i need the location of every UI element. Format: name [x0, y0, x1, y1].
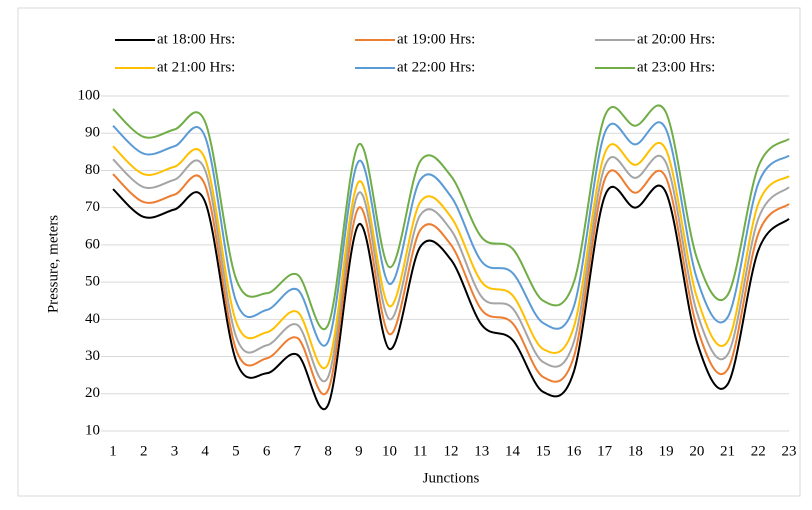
- y-tick-label: 50: [85, 274, 100, 290]
- y-tick-label: 80: [85, 162, 100, 178]
- data-line: [112, 121, 790, 347]
- y-tick-label: 40: [85, 311, 100, 327]
- x-tick-label: 5: [232, 443, 240, 459]
- y-tick-label: 70: [85, 199, 100, 215]
- data-line: [112, 154, 790, 382]
- data-line: [112, 184, 790, 410]
- x-tick-label: 16: [566, 443, 582, 459]
- x-tick-label: 18: [628, 443, 643, 459]
- x-tick-label: 20: [689, 443, 704, 459]
- x-tick-label: 10: [382, 443, 397, 459]
- data-line: [112, 104, 790, 330]
- data-line: [112, 169, 790, 395]
- x-tick-label: 4: [201, 443, 209, 459]
- y-axis-label: Pressure, meters: [45, 215, 61, 313]
- y-tick-label: 90: [85, 125, 100, 141]
- y-tick-label: 20: [85, 385, 100, 401]
- legend-label: at 23:00 Hrs:: [637, 59, 715, 75]
- x-tick-label: 22: [751, 443, 766, 459]
- x-axis-label: Junctions: [423, 470, 480, 486]
- legend-label: at 22:00 Hrs:: [397, 59, 475, 75]
- x-tick-label: 19: [659, 443, 674, 459]
- x-tick-label: 2: [140, 443, 148, 459]
- x-tick-label: 9: [355, 443, 363, 459]
- x-tick-label: 7: [294, 443, 302, 459]
- x-tick-label: 17: [597, 443, 613, 459]
- x-tick-label: 11: [413, 443, 427, 459]
- x-tick-label: 6: [263, 443, 271, 459]
- x-tick-label: 13: [474, 443, 489, 459]
- x-tick-label: 21: [720, 443, 735, 459]
- data-line: [112, 141, 790, 369]
- x-tick-label: 1: [109, 443, 117, 459]
- x-tick-label: 15: [536, 443, 551, 459]
- x-tick-label: 23: [782, 443, 797, 459]
- legend-label: at 20:00 Hrs:: [637, 31, 715, 47]
- x-tick-label: 3: [171, 443, 179, 459]
- y-tick-label: 100: [78, 87, 101, 103]
- legend-label: at 19:00 Hrs:: [397, 31, 475, 47]
- legend-label: at 21:00 Hrs:: [157, 59, 235, 75]
- x-tick-label: 12: [444, 443, 459, 459]
- y-tick-label: 30: [85, 348, 100, 364]
- y-tick-label: 10: [85, 422, 100, 438]
- x-tick-label: 8: [324, 443, 332, 459]
- legend-label: at 18:00 Hrs:: [157, 31, 235, 47]
- y-tick-label: 60: [85, 236, 100, 252]
- x-tick-label: 14: [505, 443, 521, 459]
